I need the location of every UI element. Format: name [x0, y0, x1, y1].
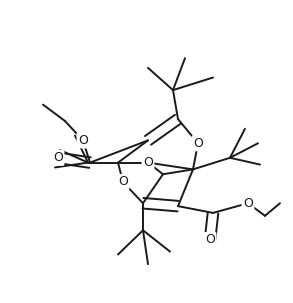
- Text: O: O: [78, 134, 88, 147]
- Text: O: O: [118, 175, 128, 188]
- Text: O: O: [243, 197, 253, 210]
- Text: O: O: [193, 137, 203, 150]
- Text: O: O: [205, 234, 215, 246]
- Text: O: O: [143, 156, 153, 169]
- Text: O: O: [53, 151, 63, 164]
